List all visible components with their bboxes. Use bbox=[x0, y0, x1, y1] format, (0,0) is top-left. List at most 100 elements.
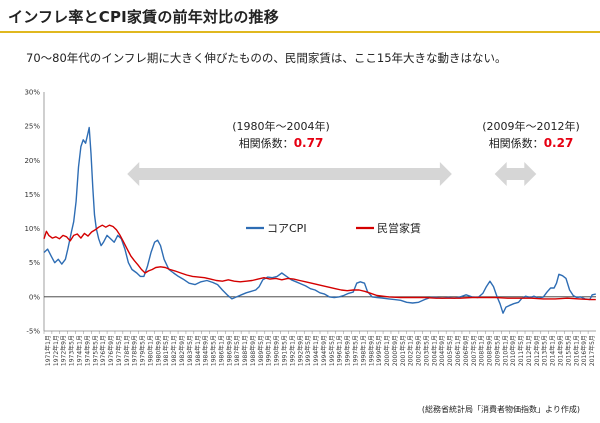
source-note: (総務省統計局「消費者物価指数」より作成) bbox=[421, 405, 580, 414]
x-tick-label: 1976年9月 bbox=[107, 335, 115, 366]
x-tick-label: 2000年1月 bbox=[383, 335, 391, 366]
x-tick-label: 1999年5月 bbox=[375, 335, 383, 366]
x-tick-label: 2001年5月 bbox=[399, 335, 407, 366]
series-lines bbox=[43, 126, 596, 314]
private-rent-line bbox=[43, 224, 596, 301]
x-tick-label: 1991年5月 bbox=[281, 335, 289, 366]
x-tick-label: 2008年1月 bbox=[478, 335, 486, 366]
x-tick-label: 1972年9月 bbox=[60, 335, 68, 366]
x-tick-label: 2016年1月 bbox=[572, 335, 580, 366]
x-tick-label: 1984年1月 bbox=[194, 335, 202, 366]
x-tick-label: 1979年5月 bbox=[139, 335, 147, 366]
correlation-label: 相関係数： bbox=[239, 137, 294, 150]
x-tick-label: 2002年9月 bbox=[415, 335, 423, 366]
x-tick-label: 1994年9月 bbox=[320, 335, 328, 366]
x-tick-label: 2011年5月 bbox=[517, 335, 525, 366]
x-tick-label: 1992年1月 bbox=[288, 335, 296, 366]
y-tick-label: 20% bbox=[24, 157, 40, 165]
x-tick-label: 1986年1月 bbox=[217, 335, 225, 366]
y-tick-label: 30% bbox=[24, 89, 40, 97]
x-tick-label: 1988年9月 bbox=[249, 335, 257, 366]
x-tick-label: 2002年1月 bbox=[407, 335, 415, 366]
x-tick-label: 1996年9月 bbox=[344, 335, 352, 366]
x-tick-label: 2003年5月 bbox=[422, 335, 430, 366]
x-tick-label: 2010年1月 bbox=[501, 335, 509, 366]
x-tick-label: 2010年9月 bbox=[509, 335, 517, 366]
annotation-period: (1980年〜2004年) bbox=[232, 119, 330, 133]
x-tick-label: 1982年9月 bbox=[178, 335, 186, 366]
annotations: (1980年〜2004年)相関係数：0.77(2009年〜2012年)相関係数：… bbox=[232, 119, 580, 150]
x-axis: 1971年1月 1972年1月 1972年9月 1973年5月 1974年1月 1974年… bbox=[43, 330, 596, 366]
x-tick-label: 1984年9月 bbox=[202, 335, 210, 366]
x-tick-label: 2015年5月 bbox=[564, 335, 572, 366]
x-tick-label: 1983年5月 bbox=[186, 335, 194, 366]
x-tick-label: 1972年1月 bbox=[52, 335, 60, 366]
y-tick-label: 10% bbox=[24, 225, 40, 233]
x-tick-label: 1981年5月 bbox=[162, 335, 170, 366]
x-tick-label: 2013年5月 bbox=[541, 335, 549, 366]
x-tick-label: 1985年5月 bbox=[210, 335, 218, 366]
core-cpi-line bbox=[43, 126, 596, 314]
x-tick-label: 1975年5月 bbox=[91, 335, 99, 366]
x-tick-label: 2004年9月 bbox=[438, 335, 446, 366]
annotation-period: (2009年〜2012年) bbox=[482, 119, 580, 133]
x-tick-label: 1989年5月 bbox=[257, 335, 265, 366]
x-tick-label: 1974年1月 bbox=[75, 335, 83, 366]
period-arrow bbox=[127, 162, 452, 186]
y-tick-label: 15% bbox=[24, 191, 40, 199]
x-tick-label: 1987年5月 bbox=[233, 335, 241, 366]
x-tick-label: 1998年9月 bbox=[367, 335, 375, 366]
x-tick-label: 2006年9月 bbox=[462, 335, 470, 366]
x-tick-label: 1977年5月 bbox=[115, 335, 123, 366]
x-tick-label: 1994年1月 bbox=[312, 335, 320, 366]
x-tick-label: 1974年9月 bbox=[83, 335, 91, 366]
x-tick-label: 1990年1月 bbox=[265, 335, 273, 366]
period-arrow bbox=[494, 162, 537, 186]
x-tick-label: 1980年1月 bbox=[146, 335, 154, 366]
annotation-correlation: 相関係数：0.27 bbox=[489, 136, 574, 150]
x-tick-label: 2000年9月 bbox=[391, 335, 399, 366]
x-tick-label: 1980年9月 bbox=[154, 335, 162, 366]
legend: コアCPI 民営家賃 bbox=[246, 221, 421, 235]
x-tick-label: 1995年5月 bbox=[328, 335, 336, 366]
annotation-correlation: 相関係数：0.77 bbox=[239, 136, 324, 150]
x-tick-label: 2012年9月 bbox=[533, 335, 541, 366]
y-tick-label: 0% bbox=[29, 293, 40, 301]
correlation-value: 0.27 bbox=[544, 136, 574, 150]
x-tick-label: 1978年1月 bbox=[123, 335, 131, 366]
x-tick-label: 2014年1月 bbox=[549, 335, 557, 366]
x-tick-label: 2006年1月 bbox=[454, 335, 462, 366]
correlation-label: 相関係数： bbox=[489, 137, 544, 150]
x-tick-label: 2007年5月 bbox=[470, 335, 478, 366]
y-axis: -5% 0% 5% 10% 15% 20% 25% 30% bbox=[24, 89, 596, 336]
x-tick-label: 1973年5月 bbox=[68, 335, 76, 366]
x-tick-label: 1986年9月 bbox=[225, 335, 233, 366]
title-underline bbox=[0, 31, 600, 33]
x-tick-label: 2014年9月 bbox=[557, 335, 565, 366]
x-tick-label: 2017年5月 bbox=[588, 335, 596, 366]
x-tick-label: 2004年1月 bbox=[430, 335, 438, 366]
correlation-value: 0.77 bbox=[294, 136, 324, 150]
x-tick-label: 1996年1月 bbox=[336, 335, 344, 366]
x-tick-label: 2005年5月 bbox=[446, 335, 454, 366]
legend-label: 民営家賃 bbox=[377, 221, 421, 235]
x-tick-label: 1976年1月 bbox=[99, 335, 107, 366]
x-tick-label: 2016年9月 bbox=[580, 335, 588, 366]
x-tick-label: 1971年1月 bbox=[44, 335, 52, 366]
x-tick-label: 2008年9月 bbox=[486, 335, 494, 366]
legend-label: コアCPI bbox=[267, 222, 307, 235]
x-tick-label: 1993年5月 bbox=[304, 335, 312, 366]
y-tick-label: 25% bbox=[24, 123, 40, 131]
x-tick-label: 1988年1月 bbox=[241, 335, 249, 366]
y-tick-label: 5% bbox=[29, 259, 40, 267]
x-tick-label: 1990年9月 bbox=[273, 335, 281, 366]
x-tick-label: 2009年5月 bbox=[493, 335, 501, 366]
x-tick-label: 1978年9月 bbox=[131, 335, 139, 366]
x-tick-label: 1997年5月 bbox=[351, 335, 359, 366]
x-tick-label: 1998年1月 bbox=[359, 335, 367, 366]
x-tick-label: 1992年9月 bbox=[296, 335, 304, 366]
x-tick-label: 2012年1月 bbox=[525, 335, 533, 366]
page-title: インフレ率とCPI家賃の前年対比の推移 bbox=[8, 8, 279, 26]
subtitle: 70〜80年代のインフレ期に大きく伸びたものの、民間家賃は、ここ15年大きな動き… bbox=[26, 51, 507, 65]
